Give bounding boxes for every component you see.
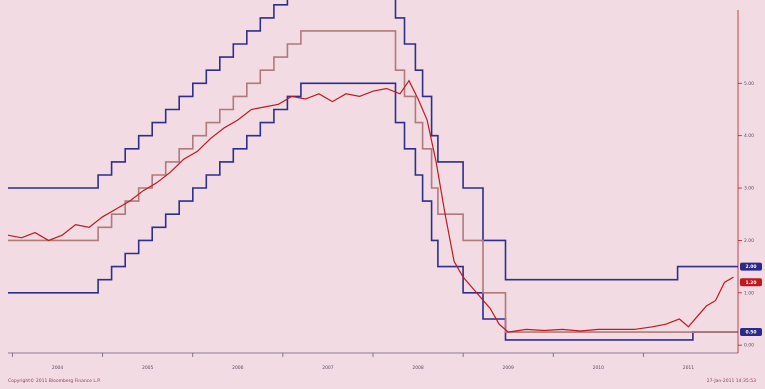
- x-tick-label: 2010: [593, 365, 605, 371]
- flag-box: [740, 328, 762, 337]
- y-tick-label: 3.00: [744, 186, 754, 192]
- y-tick-label: 4.00: [744, 133, 754, 139]
- flag-box: [740, 262, 762, 271]
- series-line-3: [7, 79, 734, 333]
- x-tick-label: 2004: [52, 365, 64, 371]
- y-tick-label: 2.00: [744, 238, 754, 244]
- flag-label: 1.20: [745, 280, 756, 286]
- x-tick-label: 2005: [142, 365, 154, 371]
- footer-timestamp: 27-Jan-2011 14:35:53: [707, 378, 756, 384]
- y-axis-ticks: 5.00 4.00 3.00 2.00 1.00 0.00: [738, 81, 754, 349]
- y-tick-label: 1.00: [744, 290, 754, 296]
- x-tick-label: 2009: [502, 365, 514, 371]
- series-line-2: [8, 30, 738, 333]
- flag-box: [740, 278, 762, 287]
- series-line-1: [8, 82, 738, 341]
- x-tick-label: 2008: [412, 365, 424, 371]
- flag-label: 2.00: [745, 264, 756, 270]
- x-tick-label: 2006: [232, 365, 244, 371]
- footer-copyright: Copyright© 2011 Bloomberg Finance L.P.: [8, 377, 101, 384]
- series-line-0: [8, 0, 738, 281]
- x-tick-label: 2007: [322, 365, 334, 371]
- y-tick-label: 5.00: [744, 81, 754, 87]
- x-axis-ticks: 200320042005200620072008200920102011: [12, 353, 695, 371]
- flag-label: 0.50: [745, 330, 756, 336]
- y-tick-label: 0.00: [744, 343, 754, 349]
- series-layer: [7, 0, 738, 341]
- x-tick-label: 2011: [683, 365, 695, 371]
- right-axis-flags: 2.00 1.20 0.50: [740, 262, 762, 337]
